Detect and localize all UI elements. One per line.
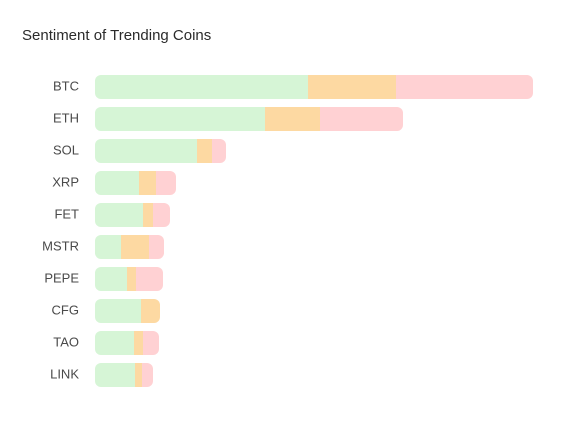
bar-group (95, 363, 153, 387)
bar-segment (197, 139, 212, 163)
bar-segment (135, 363, 142, 387)
bar-group (95, 171, 176, 195)
bar-group (95, 267, 163, 291)
bar-segment (139, 171, 156, 195)
bar-group (95, 299, 160, 323)
y-tick-label: LINK (50, 366, 79, 381)
y-tick-label: ETH (53, 110, 79, 125)
bar-segment (396, 75, 533, 99)
bar-group (95, 235, 164, 259)
bar-group (95, 75, 533, 99)
bar-segment (95, 139, 197, 163)
bar-segment (143, 203, 153, 227)
bar-segment (95, 331, 134, 355)
bar-segment (134, 331, 143, 355)
y-tick-label: MSTR (42, 238, 79, 253)
bar-segment (121, 235, 149, 259)
bar-group (95, 139, 226, 163)
y-tick-label: FET (54, 206, 79, 221)
bar-segment (95, 235, 121, 259)
y-tick-label: TAO (53, 334, 79, 349)
bar-segment (265, 107, 320, 131)
bar-group (95, 331, 159, 355)
bar-segment (95, 107, 265, 131)
bar-segment (95, 75, 308, 99)
bar-segment (149, 235, 164, 259)
bar-segment (95, 299, 141, 323)
bar-group (95, 203, 170, 227)
bar-segment (308, 75, 396, 99)
bar-segment (95, 203, 143, 227)
chart-title: Sentiment of Trending Coins (22, 27, 211, 44)
bar-group (95, 107, 403, 131)
bar-segment (127, 267, 136, 291)
y-tick-label: SOL (53, 142, 79, 157)
bar-segment (156, 171, 176, 195)
y-tick-label: CFG (52, 302, 79, 317)
bar-segment (95, 363, 135, 387)
bar-segment (141, 299, 160, 323)
bar-segment (142, 363, 153, 387)
bar-segment (95, 267, 127, 291)
bar-segment (320, 107, 403, 131)
y-tick-label: BTC (53, 78, 79, 93)
y-tick-label: PEPE (44, 270, 79, 285)
y-tick-label: XRP (52, 174, 79, 189)
bar-segment (212, 139, 226, 163)
bar-segment (136, 267, 163, 291)
bar-segment (143, 331, 159, 355)
bar-segment (153, 203, 170, 227)
bar-segment (95, 171, 139, 195)
